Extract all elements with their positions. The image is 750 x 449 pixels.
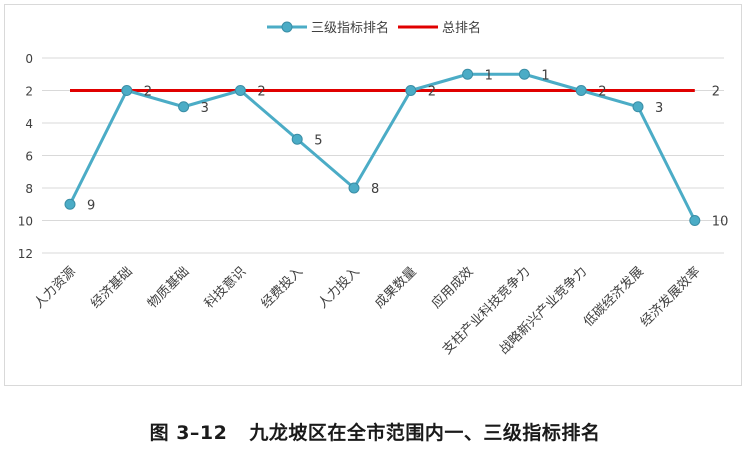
chart-frame	[4, 4, 742, 386]
data-label-total-rank: 2	[712, 85, 720, 100]
y-tick-label: 10	[18, 215, 33, 229]
x-tick-label: 人力资源	[31, 264, 78, 311]
data-label: 2	[144, 85, 152, 100]
data-point	[632, 101, 644, 113]
figure-number: 图 3–12	[149, 422, 228, 444]
data-point	[575, 85, 587, 96]
data-label: 1	[485, 68, 493, 83]
data-label: 2	[598, 85, 606, 100]
figure-caption: 图 3–12 九龙坡区在全市范围内一、三级指标排名	[0, 418, 750, 445]
y-tick-label: 4	[25, 117, 33, 131]
data-point	[405, 85, 417, 96]
data-point	[518, 68, 530, 80]
y-tick-label: 2	[25, 85, 33, 99]
data-label: 5	[314, 133, 322, 148]
series-line-tier3-rank	[68, 72, 697, 222]
data-point	[121, 85, 133, 96]
y-tick-label: 12	[18, 247, 33, 261]
legend-marker-tier3-rank	[281, 21, 293, 33]
y-tick-label: 6	[25, 150, 33, 164]
data-label: 3	[655, 101, 663, 116]
data-label: 8	[371, 182, 379, 197]
x-tick-label: 成果数量	[372, 264, 419, 311]
data-label: 2	[257, 85, 265, 100]
data-point	[234, 85, 246, 96]
legend-label-tier3-rank: 三级指标排名	[311, 20, 389, 36]
data-label: 2	[428, 85, 436, 100]
x-tick-label: 低碳经济发展	[580, 264, 646, 330]
data-label: 3	[201, 101, 209, 116]
x-tick-label: 物质基础	[145, 264, 192, 311]
x-tick-label: 人力投入	[315, 264, 363, 312]
x-tick-label: 经费投入	[258, 264, 306, 312]
data-point	[689, 215, 701, 226]
legend-label-total-rank: 总排名	[442, 20, 481, 36]
data-label: 9	[87, 198, 95, 213]
data-point	[348, 182, 360, 194]
x-tick-label: 经济发展效率	[637, 264, 703, 330]
figure-title: 九龙坡区在全市范围内一、三级指标排名	[249, 422, 601, 444]
data-point	[178, 101, 190, 113]
data-label: 1	[541, 68, 549, 83]
x-tick-label: 应用成效	[428, 264, 476, 312]
data-point	[64, 198, 76, 210]
x-tick-label: 经济基础	[88, 264, 135, 311]
data-label: 10	[712, 215, 729, 230]
y-tick-label: 0	[25, 52, 33, 66]
data-point	[462, 68, 474, 80]
data-point	[291, 133, 303, 145]
x-tick-label: 科技意识	[201, 264, 249, 312]
y-tick-label: 8	[25, 182, 33, 196]
